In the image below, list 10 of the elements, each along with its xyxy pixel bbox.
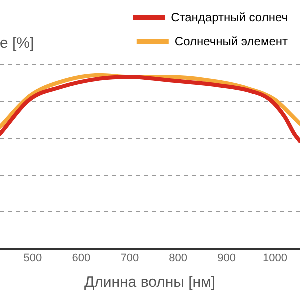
x-tick-label: 900 — [218, 252, 236, 264]
x-axis-title: Длинна волны [нм] — [84, 274, 216, 292]
legend-label: Стандартный солнеч — [171, 10, 288, 24]
x-tick-label: 500 — [24, 252, 42, 264]
x-tick-label: 1000 — [263, 252, 288, 264]
y-axis-title: е [%] — [0, 35, 34, 52]
x-tick-label: 600 — [72, 252, 91, 264]
legend-label: Солнечный элемент — [174, 34, 289, 48]
x-tick-label: 700 — [120, 252, 140, 264]
x-tick-label: 800 — [169, 252, 188, 264]
